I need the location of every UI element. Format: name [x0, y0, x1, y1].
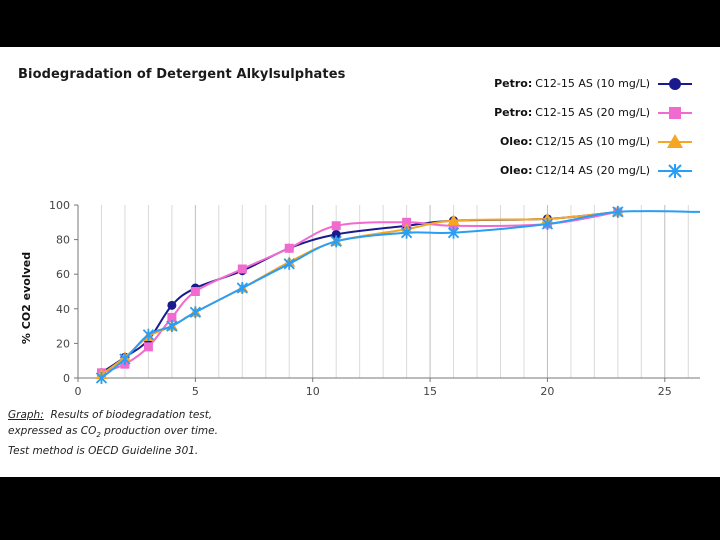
- data-point: [284, 243, 294, 253]
- caption: Graph: Results of biodegradation test, e…: [8, 407, 218, 459]
- x-tick-label: 5: [192, 385, 199, 398]
- data-point: [167, 312, 177, 322]
- grid: [100, 205, 689, 378]
- legend-marker-circle: [658, 77, 692, 90]
- data-point: [331, 221, 341, 231]
- x-tick-label: 15: [423, 385, 437, 398]
- data-point: [190, 287, 200, 296]
- caption-line-1: Results of biodegradation test,: [50, 409, 213, 421]
- data-point: [330, 235, 342, 248]
- caption-line-2-end: production over time.: [100, 425, 218, 437]
- legend-item: Oleo: C12/14 AS (20 mg/L): [494, 156, 692, 185]
- data-point: [189, 306, 201, 319]
- data-point: [236, 282, 248, 295]
- axes: 0 20 40 60 80 100 0 5 10 15 20 25: [49, 199, 700, 398]
- slide: Biodegradation of Detergent Alkylsulphat…: [0, 47, 720, 477]
- data-point: [449, 221, 459, 231]
- data-point: [95, 372, 108, 384]
- data-point: [541, 218, 554, 231]
- legend-prefix: Oleo:: [499, 135, 533, 148]
- y-tick-label: 100: [49, 199, 70, 212]
- legend: Petro: C12-15 AS (10 mg/L) Petro: C12-15…: [494, 69, 692, 185]
- legend-label: C12/14 AS (20 mg/L): [535, 164, 651, 177]
- legend-label: C12-15 AS (10 mg/L): [535, 77, 650, 90]
- y-tick-label: 20: [56, 337, 70, 350]
- data-point: [400, 226, 413, 239]
- series: [95, 205, 701, 384]
- data-point: [143, 342, 153, 352]
- y-tick-label: 80: [56, 234, 70, 247]
- line-chart: 0 20 40 60 80 100 0 5 10 15 20 25 % CO2 evolved: [20, 199, 701, 398]
- caption-label: Graph:: [8, 409, 44, 421]
- legend-item: Oleo: C12/15 AS (10 mg/L): [494, 127, 692, 156]
- y-tick-label: 0: [63, 372, 70, 385]
- caption-line-2: expressed as CO: [8, 425, 97, 437]
- legend-item: Petro: C12-15 AS (10 mg/L): [494, 69, 692, 98]
- data-point: [331, 229, 341, 239]
- legend-marker-square: [658, 106, 692, 119]
- legend-item: Petro: C12-15 AS (20 mg/L): [494, 98, 692, 127]
- x-tick-label: 20: [540, 385, 554, 398]
- y-tick-label: 60: [56, 268, 70, 281]
- data-point: [119, 352, 131, 365]
- data-point: [283, 257, 295, 270]
- series-layer: [95, 205, 701, 384]
- x-tick-label: 10: [306, 385, 320, 398]
- legend-prefix: Petro:: [494, 106, 533, 119]
- data-point: [237, 264, 247, 274]
- legend-label: C12/15 AS (10 mg/L): [535, 135, 651, 148]
- legend-prefix: Oleo:: [499, 164, 533, 177]
- x-tick-label: 0: [75, 385, 82, 398]
- data-point: [612, 205, 624, 218]
- data-point: [142, 328, 155, 341]
- caption-subscript: 2: [96, 431, 101, 440]
- legend-marker-x: [658, 163, 692, 178]
- chart-title: Biodegradation of Detergent Alkylsulphat…: [18, 67, 346, 82]
- data-point: [447, 214, 460, 226]
- legend-prefix: Petro:: [494, 77, 533, 90]
- data-point: [167, 300, 177, 310]
- data-point: [166, 320, 178, 333]
- data-point: [447, 226, 460, 239]
- y-axis-label: % CO2 evolved: [20, 252, 33, 344]
- data-point: [402, 217, 412, 227]
- x-tick-label: 25: [658, 385, 672, 398]
- y-tick-label: 40: [56, 303, 70, 316]
- legend-marker-triangle: [658, 133, 692, 148]
- caption-line-3: Test method is OECD Guideline 301.: [8, 445, 199, 458]
- legend-label: C12-15 AS (20 mg/L): [535, 106, 650, 119]
